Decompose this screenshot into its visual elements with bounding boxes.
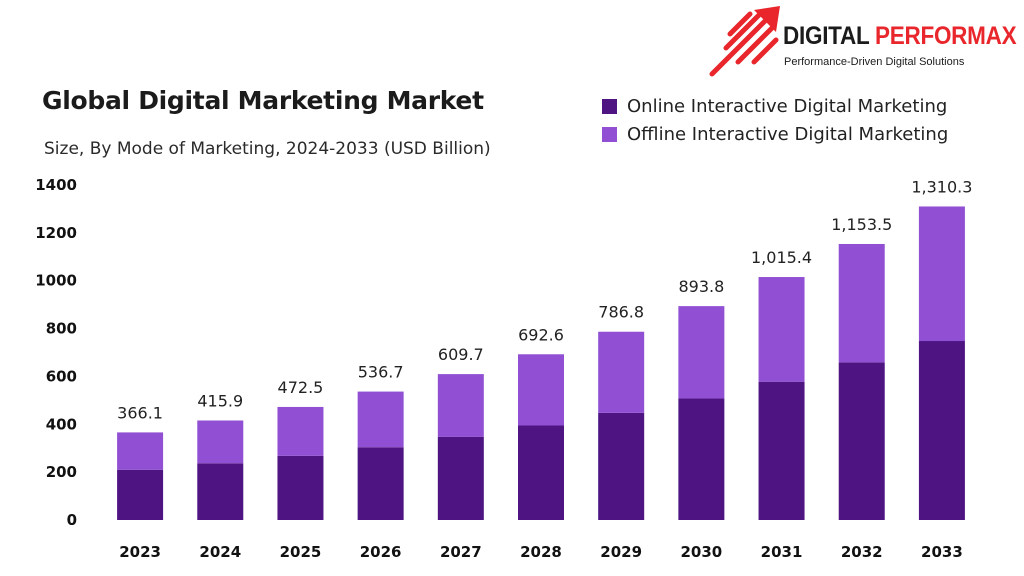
bar-online-2024: [197, 463, 244, 520]
legend-label-online: Online Interactive Digital Marketing: [627, 95, 948, 117]
chart-title: Global Digital Marketing Market: [42, 86, 484, 115]
y-tick-label: 800: [46, 320, 77, 338]
y-tick-label: 1200: [35, 224, 77, 242]
x-tick-label: 2033: [921, 543, 963, 561]
brand-name-part1: DIGITAL: [783, 22, 876, 50]
x-tick-label: 2031: [761, 543, 803, 561]
brand-tagline: Performance-Driven Digital Solutions: [784, 56, 965, 68]
legend-swatch-offline: [602, 126, 617, 142]
bar-total-label: 786.8: [598, 303, 644, 322]
y-tick-label: 1000: [35, 272, 77, 290]
bar-offline-2029: [598, 331, 645, 413]
bar-total-label: 692.6: [518, 325, 564, 344]
bar-online-2023: [117, 469, 164, 520]
bar-offline-2032: [838, 243, 885, 363]
y-tick-label: 200: [46, 463, 77, 481]
bar-offline-2033: [918, 206, 965, 342]
brand-logo: DIGITAL PERFORMAX Performance-Driven Dig…: [706, 4, 1017, 84]
bar-total-label: 536.7: [358, 363, 404, 382]
legend: Online Interactive Digital Marketing Off…: [602, 92, 948, 148]
bar-offline-2024: [197, 420, 244, 464]
rocket-arrow-icon: [709, 6, 780, 77]
bar-total-label: 1,310.3: [911, 177, 972, 196]
x-tick-label: 2026: [360, 543, 402, 561]
x-tick-label: 2030: [680, 543, 722, 561]
x-tick-label: 2023: [119, 543, 161, 561]
bar-online-2031: [758, 381, 805, 520]
legend-label-offline: Offline Interactive Digital Marketing: [627, 123, 949, 145]
brand-name-part2: PERFORMAX: [875, 22, 1017, 50]
x-tick-label: 2029: [600, 543, 642, 561]
bar-online-2033: [918, 341, 965, 520]
bar-total-label: 609.7: [438, 345, 484, 364]
brand-name: DIGITAL PERFORMAX: [783, 22, 1017, 51]
y-tick-label: 0: [67, 511, 77, 529]
bar-offline-2027: [437, 374, 484, 437]
bar-offline-2023: [117, 432, 164, 470]
bar-offline-2028: [518, 354, 564, 426]
bar-online-2032: [838, 362, 885, 520]
x-tick-label: 2025: [280, 543, 322, 561]
legend-item-online: Online Interactive Digital Marketing: [602, 92, 948, 120]
legend-swatch-online: [602, 98, 617, 114]
bar-total-label: 472.5: [278, 378, 324, 397]
bar-online-2027: [437, 436, 484, 520]
bar-total-label: 1,153.5: [831, 215, 892, 234]
bar-online-2029: [598, 412, 645, 520]
y-tick-label: 1400: [35, 176, 77, 194]
bar-offline-2026: [357, 391, 404, 448]
x-tick-label: 2032: [841, 543, 883, 561]
y-tick-label: 600: [46, 367, 77, 385]
bar-online-2025: [277, 455, 324, 520]
bar-total-label: 893.8: [678, 277, 724, 296]
x-tick-label: 2028: [520, 543, 562, 561]
bar-total-label: 415.9: [197, 391, 243, 410]
bar-offline-2031: [758, 277, 805, 382]
bar-online-2028: [518, 425, 564, 520]
bar-offline-2030: [678, 306, 725, 399]
y-tick-label: 400: [46, 415, 77, 433]
bar-online-2030: [678, 398, 725, 520]
x-tick-label: 2027: [440, 543, 482, 561]
bar-total-label: 1,015.4: [751, 248, 812, 267]
bar-offline-2025: [277, 406, 324, 456]
legend-item-offline: Offline Interactive Digital Marketing: [602, 120, 948, 148]
x-tick-label: 2024: [199, 543, 241, 561]
bar-online-2026: [357, 447, 404, 520]
bar-total-label: 366.1: [117, 403, 163, 422]
chart-subtitle: Size, By Mode of Marketing, 2024-2033 (U…: [44, 139, 491, 159]
